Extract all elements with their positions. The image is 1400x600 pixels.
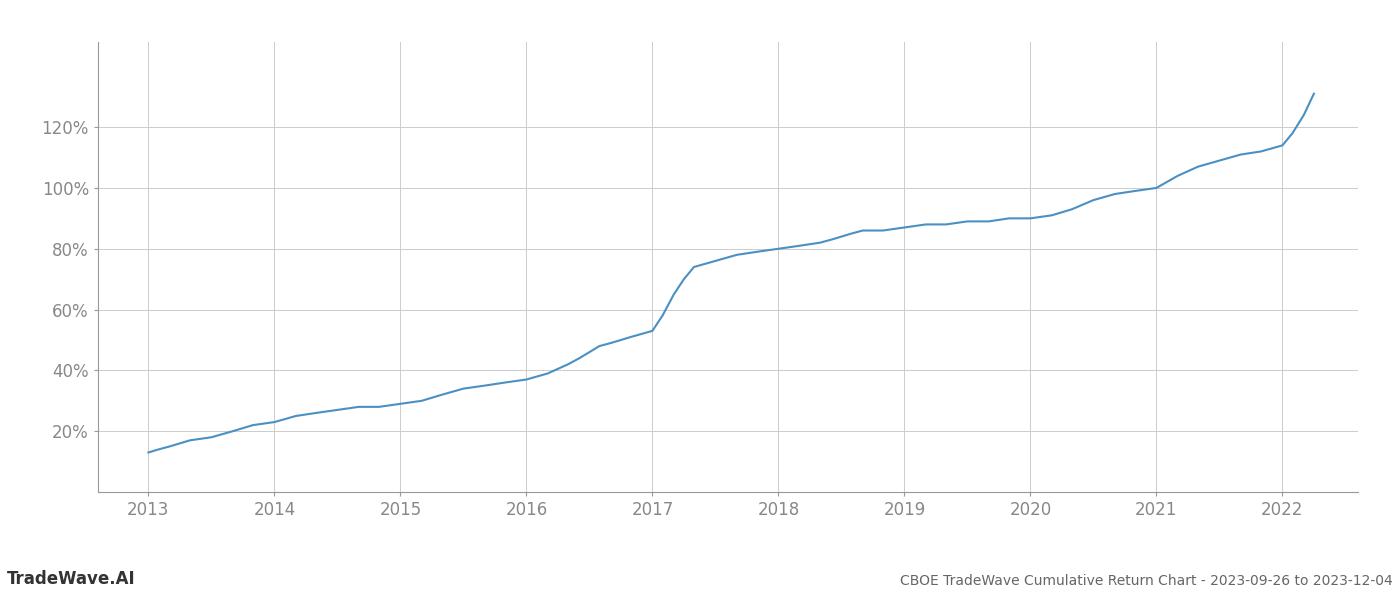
Text: TradeWave.AI: TradeWave.AI [7,570,136,588]
Text: CBOE TradeWave Cumulative Return Chart - 2023-09-26 to 2023-12-04: CBOE TradeWave Cumulative Return Chart -… [900,574,1393,588]
